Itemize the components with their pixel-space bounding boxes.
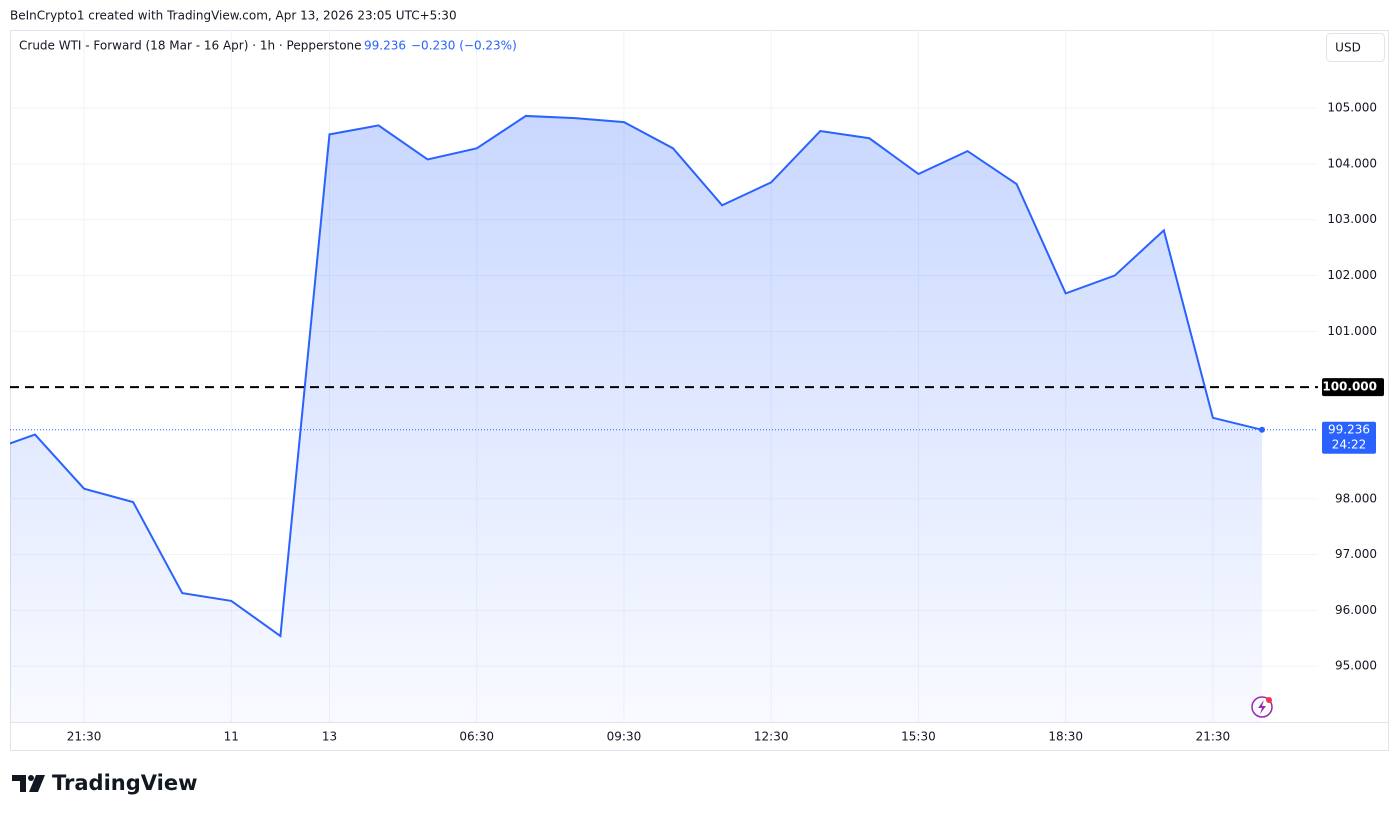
y-tick-label: 98.000 <box>1335 491 1377 505</box>
brand: TradingView <box>52 771 197 795</box>
price-line <box>10 114 1263 638</box>
symbol: Crude WTI - Forward (18 Mar - 16 Apr) · … <box>19 39 362 53</box>
y-tick-label: 101.000 <box>1327 324 1377 338</box>
alert-icon[interactable] <box>1251 696 1273 718</box>
x-tick-label: 09:30 <box>607 730 642 744</box>
alert-bolt <box>1258 700 1266 714</box>
attribution: BeInCrypto1 created with TradingView.com… <box>10 9 457 23</box>
y-tick-label: 102.000 <box>1327 268 1377 282</box>
x-tick-label: 15:30 <box>901 730 936 744</box>
currency-button[interactable] <box>1326 33 1385 62</box>
chart-frame <box>10 30 1389 751</box>
labels: 95.000 96.000 97.000 98.000 101.000 102.000 10… <box>67 101 1384 744</box>
countdown: 24:22 <box>1332 437 1367 451</box>
y-tick-label: 105.000 <box>1327 101 1377 115</box>
last-point <box>1259 426 1265 433</box>
plot <box>10 114 1318 722</box>
x-tick-label: 11 <box>224 730 239 744</box>
x-tick-label: 12:30 <box>754 730 789 744</box>
x-tick-label: 21:30 <box>67 730 102 744</box>
x-tick-label: 21:30 <box>1196 730 1231 744</box>
y-tick-label: 104.000 <box>1327 156 1377 170</box>
y-tick-label: 97.000 <box>1335 547 1377 561</box>
y-tick-label: 95.000 <box>1335 659 1377 673</box>
y-tick-label: 103.000 <box>1327 212 1377 226</box>
last-price-label: 99.236 <box>1328 422 1370 436</box>
currency[interactable]: USD <box>1335 41 1361 55</box>
alert-dot <box>1266 697 1272 703</box>
y-tick-label: 96.000 <box>1335 603 1377 617</box>
x-tick-label: 18:30 <box>1048 730 1083 744</box>
x-tick-label: 13 <box>322 730 337 744</box>
legend-price: 99.236 <box>364 39 406 53</box>
logo <box>12 775 45 792</box>
x-tick-label: 06:30 <box>459 730 494 744</box>
last-price-box <box>1322 421 1376 454</box>
hline-label: 100.000 <box>1322 380 1377 394</box>
area <box>10 115 1262 722</box>
hline-label-box <box>1322 378 1384 397</box>
legend-change: −0.230 (−0.23%) <box>411 39 517 53</box>
